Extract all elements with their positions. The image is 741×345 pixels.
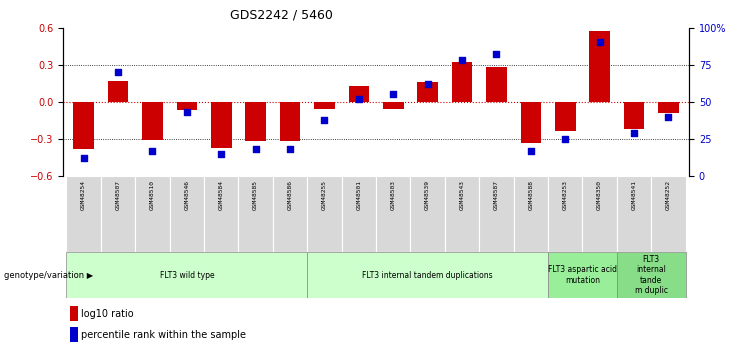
Text: GSM48541: GSM48541: [631, 180, 637, 210]
Bar: [383, 102, 404, 109]
Bar: [658, 102, 679, 113]
Point: [112, 69, 124, 75]
Text: GSM48543: GSM48543: [459, 180, 465, 210]
Text: FLT3
internal
tande
m duplic: FLT3 internal tande m duplic: [635, 255, 668, 295]
Point: [319, 117, 330, 122]
Text: genotype/variation ▶: genotype/variation ▶: [4, 272, 93, 280]
Point: [525, 148, 536, 154]
Bar: [548, 176, 582, 252]
Bar: [245, 102, 266, 141]
Bar: [308, 176, 342, 252]
Bar: [589, 31, 610, 102]
Text: FLT3 aspartic acid
mutation: FLT3 aspartic acid mutation: [548, 265, 617, 285]
Text: GSM48503: GSM48503: [391, 180, 396, 210]
Point: [284, 147, 296, 152]
Text: FLT3 wild type: FLT3 wild type: [159, 270, 214, 280]
Text: GSM48350: GSM48350: [597, 180, 602, 210]
Point: [216, 151, 227, 157]
Bar: [314, 102, 335, 109]
Bar: [170, 176, 204, 252]
Bar: [135, 176, 170, 252]
Text: GDS2242 / 5460: GDS2242 / 5460: [230, 9, 333, 22]
Bar: [555, 102, 576, 131]
Bar: [101, 176, 136, 252]
Bar: [176, 102, 197, 110]
Text: GSM48539: GSM48539: [425, 180, 431, 210]
Point: [388, 92, 399, 97]
Bar: [548, 252, 617, 298]
Point: [250, 147, 262, 152]
Point: [628, 130, 640, 136]
Bar: [73, 102, 94, 149]
Text: log10 ratio: log10 ratio: [81, 309, 133, 319]
Point: [181, 109, 193, 115]
Bar: [67, 176, 101, 252]
Bar: [617, 252, 685, 298]
Point: [491, 51, 502, 57]
Bar: [445, 176, 479, 252]
Bar: [479, 176, 514, 252]
Text: GSM48255: GSM48255: [322, 180, 327, 210]
Text: GSM48254: GSM48254: [81, 180, 86, 210]
Bar: [624, 102, 645, 129]
Bar: [486, 67, 507, 102]
Point: [422, 81, 433, 87]
Text: GSM48588: GSM48588: [528, 180, 534, 210]
Bar: [211, 102, 231, 148]
Text: GSM48587: GSM48587: [494, 180, 499, 210]
Bar: [582, 176, 617, 252]
Point: [594, 40, 605, 45]
Text: GSM48584: GSM48584: [219, 180, 224, 210]
Bar: [348, 86, 369, 102]
Point: [147, 148, 159, 154]
Bar: [273, 176, 308, 252]
Text: GSM48546: GSM48546: [185, 180, 190, 210]
Point: [662, 114, 674, 119]
Bar: [514, 176, 548, 252]
Text: GSM48507: GSM48507: [116, 180, 121, 210]
Point: [559, 136, 571, 142]
Text: GSM48586: GSM48586: [288, 180, 293, 210]
Bar: [204, 176, 239, 252]
Bar: [520, 102, 541, 142]
Bar: [308, 252, 548, 298]
Bar: [107, 81, 128, 102]
Text: GSM48585: GSM48585: [253, 180, 258, 210]
Bar: [651, 176, 685, 252]
Text: GSM48510: GSM48510: [150, 180, 155, 210]
Point: [78, 155, 90, 161]
Text: GSM48501: GSM48501: [356, 180, 362, 210]
Bar: [376, 176, 411, 252]
Point: [456, 58, 468, 63]
Point: [353, 96, 365, 101]
Bar: [617, 176, 651, 252]
Bar: [67, 252, 308, 298]
Bar: [417, 82, 438, 102]
Bar: [70, 327, 78, 342]
Bar: [279, 102, 300, 141]
Bar: [70, 306, 78, 321]
Text: percentile rank within the sample: percentile rank within the sample: [81, 330, 246, 339]
Bar: [452, 62, 472, 102]
Bar: [342, 176, 376, 252]
Text: GSM48252: GSM48252: [666, 180, 671, 210]
Text: GSM48253: GSM48253: [562, 180, 568, 210]
Bar: [239, 176, 273, 252]
Bar: [142, 102, 163, 140]
Text: FLT3 internal tandem duplications: FLT3 internal tandem duplications: [362, 270, 493, 280]
Bar: [411, 176, 445, 252]
